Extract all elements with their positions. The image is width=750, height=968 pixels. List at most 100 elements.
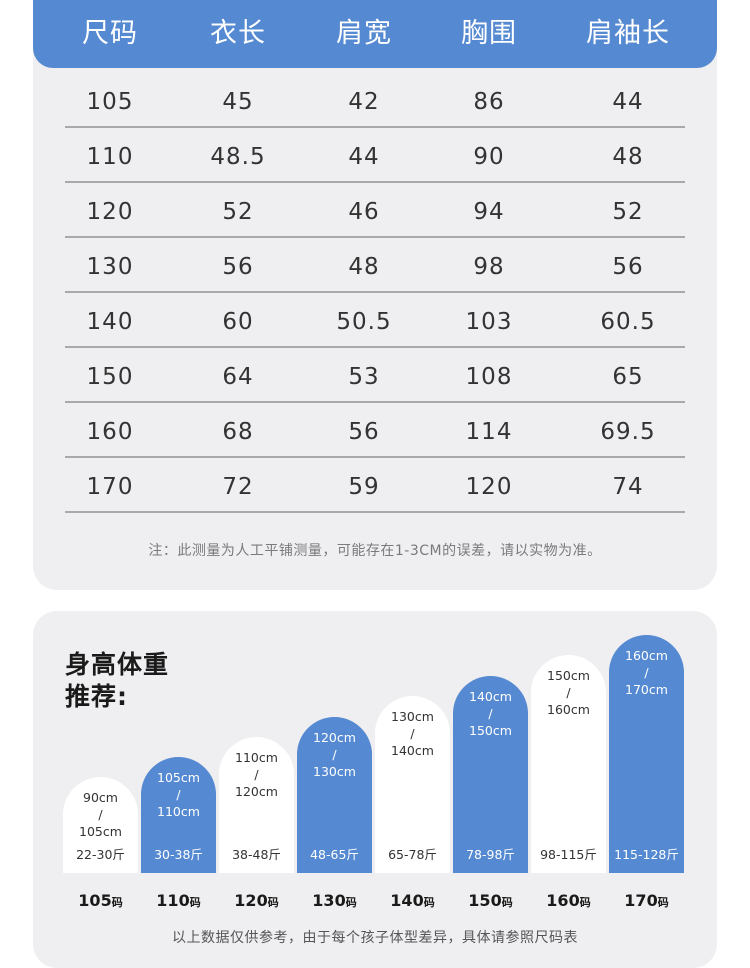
table-cell: 46 [348,199,380,225]
table-cell: 53 [348,364,380,390]
height-from: 120cm [313,730,356,745]
table-cell: 42 [348,89,380,115]
row-divider [65,456,685,458]
height-weight-bar: 90cm / 105cm 22-30斤 [63,777,138,873]
row-divider [65,511,685,513]
size-unit: 码 [111,896,123,909]
table-row: 105 45 42 86 44 [33,75,717,130]
size-label: 140码 [375,891,450,910]
height-separator: / [254,767,259,782]
table-cell: 69.5 [600,419,656,445]
height-weight-bar: 160cm / 170cm 115-128斤 [609,635,684,873]
height-to: 105cm [79,824,122,839]
table-cell: 170 [86,474,134,500]
table-row: 150 64 53 108 65 [33,350,717,405]
table-cell: 130 [86,254,134,280]
height-to: 150cm [469,723,512,738]
table-cell: 52 [612,199,644,225]
table-cell: 56 [612,254,644,280]
row-divider [65,346,685,348]
height-from: 150cm [547,668,590,683]
row-divider [65,236,685,238]
table-row: 140 60 50.5 103 60.5 [33,295,717,350]
size-number: 110 [156,891,190,910]
size-number: 160 [546,891,580,910]
table-cell: 64 [222,364,254,390]
size-label: 150码 [453,891,528,910]
table-cell: 114 [465,419,513,445]
row-divider [65,181,685,183]
size-label: 110码 [141,891,216,910]
size-label: 130码 [297,891,372,910]
table-cell: 44 [612,89,644,115]
table-cell: 48.5 [210,144,266,170]
size-unit: 码 [579,896,591,909]
table-row: 110 48.5 44 90 48 [33,130,717,185]
height-weight-bar: 130cm / 140cm 65-78斤 [375,696,450,873]
weight-range: 30-38斤 [154,847,203,862]
height-weight-bar: 120cm / 130cm 48-65斤 [297,717,372,873]
table-cell: 68 [222,419,254,445]
size-unit: 码 [345,896,357,909]
table-row: 160 68 56 114 69.5 [33,405,717,460]
size-unit: 码 [657,896,669,909]
height-separator: / [488,706,493,721]
height-separator: / [332,747,337,762]
size-number: 105 [78,891,112,910]
table-cell: 52 [222,199,254,225]
table-cell: 86 [473,89,505,115]
table-cell: 74 [612,474,644,500]
size-unit: 码 [423,896,435,909]
size-number: 150 [468,891,502,910]
column-header: 尺码 [82,18,138,49]
size-number: 130 [312,891,346,910]
height-to: 130cm [313,764,356,779]
height-weight-bar: 150cm / 160cm 98-115斤 [531,655,606,873]
height-from: 130cm [391,709,434,724]
table-row: 130 56 48 98 56 [33,240,717,295]
height-from: 160cm [625,648,668,663]
weight-range: 78-98斤 [466,847,515,862]
row-divider [65,291,685,293]
height-separator: / [566,685,571,700]
height-separator: / [410,726,415,741]
table-cell: 65 [612,364,644,390]
recommend-title-line1: 身高体重 [65,650,170,679]
table-cell: 56 [222,254,254,280]
height-to: 110cm [157,804,200,819]
height-separator: / [176,787,181,802]
row-divider [65,126,685,128]
table-cell: 59 [348,474,380,500]
table-cell: 105 [86,89,134,115]
table-cell: 44 [348,144,380,170]
size-unit: 码 [189,896,201,909]
table-cell: 72 [222,474,254,500]
row-divider [65,401,685,403]
height-from: 90cm [83,790,118,805]
height-from: 105cm [157,770,200,785]
table-cell: 56 [348,419,380,445]
table-cell: 60.5 [600,309,656,335]
weight-range: 65-78斤 [388,847,437,862]
height-to: 170cm [625,682,668,697]
height-separator: / [98,807,103,822]
table-cell: 94 [473,199,505,225]
size-unit: 码 [501,896,513,909]
recommendation-card: 身高体重 推荐: 90cm/105cm 22-30斤 105码 105cm/110cm… [33,611,717,968]
table-cell: 48 [612,144,644,170]
table-cell: 103 [465,309,513,335]
size-number: 120 [234,891,268,910]
table-row: 120 52 46 94 52 [33,185,717,240]
height-to: 160cm [547,702,590,717]
column-header: 肩宽 [336,18,392,49]
column-header: 胸围 [461,18,517,49]
size-label: 160码 [531,891,606,910]
table-header: 尺码 衣长 肩宽 胸围 肩袖长 [33,0,717,68]
table-cell: 60 [222,309,254,335]
table-cell: 150 [86,364,134,390]
table-cell: 45 [222,89,254,115]
size-label: 105码 [63,891,138,910]
table-cell: 110 [86,144,134,170]
table-cell: 120 [465,474,513,500]
height-to: 120cm [235,784,278,799]
